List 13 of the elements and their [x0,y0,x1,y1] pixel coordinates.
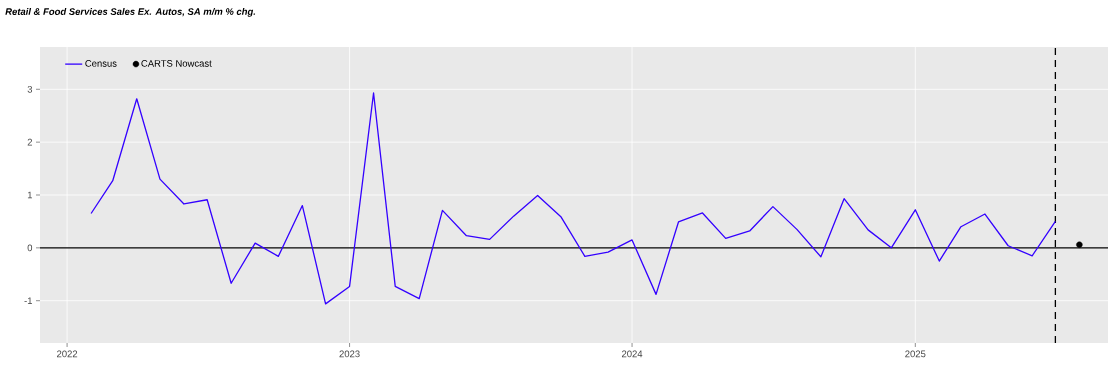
legend-label: Census [85,60,117,67]
line-series [90,92,1057,305]
y-tick-label: 2 [27,138,33,146]
y-tick-label: -1 [24,297,33,304]
x-tick-label: 2024 [621,350,643,358]
chart-title: Retail & Food Services Sales Ex. Autos, SA m/m % chg. [5,8,256,17]
y-tick-label: 1 [27,191,33,199]
y-tick-label: 0 [27,244,33,252]
x-tick-label: 2023 [339,350,360,358]
x-tick-label: 2025 [905,350,926,358]
x-tick-label: 2022 [57,350,78,358]
y-tick-label: 3 [27,85,33,93]
legend-label: CARTS Nowcast [141,60,212,67]
